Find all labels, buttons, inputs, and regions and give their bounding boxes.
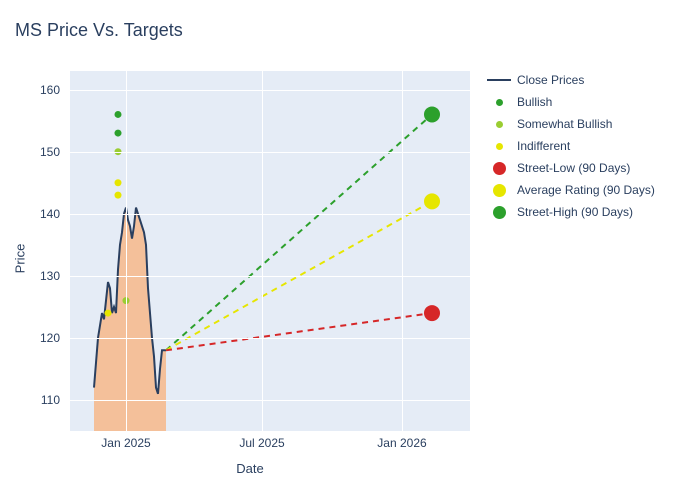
x-axis-label: Date [236, 461, 263, 476]
legend-item[interactable]: Indifferent [485, 137, 655, 155]
x-gridline [402, 71, 403, 431]
legend-item[interactable]: Close Prices [485, 71, 655, 89]
legend-symbol [485, 206, 513, 219]
y-gridline [70, 400, 470, 401]
legend-symbol [485, 79, 513, 81]
legend-label: Indifferent [517, 139, 570, 153]
legend-item[interactable]: Average Rating (90 Days) [485, 181, 655, 199]
legend-item[interactable]: Street-Low (90 Days) [485, 159, 655, 177]
legend-symbol [485, 184, 513, 197]
chart-svg [70, 71, 470, 431]
y-gridline [70, 214, 470, 215]
projection-dot-street-low [424, 305, 440, 321]
legend-label: Street-High (90 Days) [517, 205, 633, 219]
x-tick: Jul 2025 [239, 436, 284, 450]
legend-symbol [485, 162, 513, 175]
chart-title: MS Price Vs. Targets [15, 20, 690, 41]
y-gridline [70, 276, 470, 277]
analyst-dot-bullish [115, 130, 122, 137]
legend-item[interactable]: Street-High (90 Days) [485, 203, 655, 221]
y-gridline [70, 90, 470, 91]
analyst-dot-bullish [115, 111, 122, 118]
x-gridline [262, 71, 263, 431]
x-axis: Jan 2025 Jul 2025 Jan 2026 [70, 436, 470, 456]
legend-label: Average Rating (90 Days) [517, 183, 655, 197]
legend-symbol [485, 121, 513, 128]
y-tick: 110 [41, 393, 60, 407]
plot-area [70, 71, 470, 431]
legend: Close Prices Bullish Somewhat Bullish Indif… [485, 71, 655, 225]
x-tick: Jan 2026 [377, 436, 426, 450]
legend-item[interactable]: Somewhat Bullish [485, 115, 655, 133]
price-target-chart: MS Price Vs. Targets 110 120 130 140 150 160 … [0, 0, 700, 500]
y-tick: 140 [40, 207, 60, 221]
analyst-dot-indifferent [105, 310, 112, 317]
y-gridline [70, 338, 470, 339]
y-tick: 130 [40, 269, 60, 283]
legend-symbol [485, 99, 513, 106]
x-tick: Jan 2025 [101, 436, 150, 450]
y-tick: 150 [40, 145, 60, 159]
legend-label: Close Prices [517, 73, 584, 87]
y-tick: 120 [40, 331, 60, 345]
legend-label: Somewhat Bullish [517, 117, 612, 131]
legend-label: Street-Low (90 Days) [517, 161, 630, 175]
legend-item[interactable]: Bullish [485, 93, 655, 111]
legend-symbol [485, 143, 513, 150]
plot-wrapper: 110 120 130 140 150 160 Price Jan 2025 Jul 202… [10, 61, 690, 481]
x-gridline [126, 71, 127, 431]
y-axis-label: Price [13, 244, 28, 274]
projection-dot-street-high [424, 106, 440, 122]
legend-label: Bullish [517, 95, 552, 109]
projection-line-street-high [166, 114, 432, 350]
analyst-dot-indifferent [115, 192, 122, 199]
analyst-dot-indifferent [115, 179, 122, 186]
projection-line-street-low [166, 313, 432, 350]
projection-dot-average [424, 193, 440, 209]
y-tick: 160 [40, 83, 60, 97]
y-gridline [70, 152, 470, 153]
